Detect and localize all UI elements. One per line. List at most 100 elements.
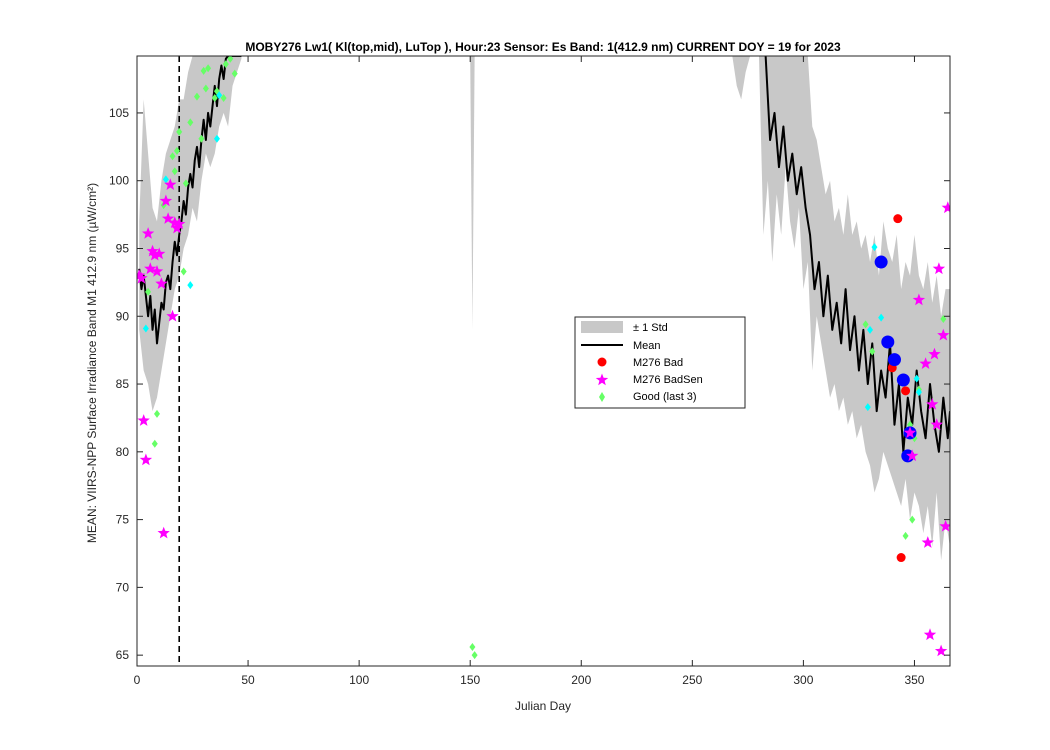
badsen-point [157,526,170,539]
good-point [182,179,189,188]
x-tick-label: 50 [241,673,255,687]
legend-badsen-marker [595,373,609,386]
badsen-point [144,262,157,275]
std-band-segment-2 [732,56,751,100]
cyan-point [162,175,169,184]
good-point [193,92,200,101]
badsen-point [148,248,161,261]
badsen-point [906,449,919,462]
badsen-point [146,244,159,257]
cyan-point [187,281,194,290]
bad-point [901,386,911,396]
cyan-point [915,388,922,397]
y-axis-label: MEAN: VIIRS-NPP Surface Irradiance Band … [85,183,99,543]
y-tick-label: 90 [116,309,130,323]
badsen-point [164,178,177,190]
badsen-point [928,347,941,360]
badsen-point [159,194,173,207]
x-axis-label: Julian Day [515,699,571,713]
badsen-point [939,519,950,532]
x-axis: 0 50 100 150 200 250 300 350 [134,56,925,687]
badsen-point [137,271,148,284]
mean-line-segment-1 [764,56,950,453]
x-tick-label: 250 [682,673,702,687]
good-point [869,347,876,356]
badsen-point [923,628,937,641]
legend-badsen-label: M276 BadSen [633,374,703,386]
blue-point [896,373,910,387]
badsen-point [919,357,932,369]
y-tick-label: 95 [116,241,130,255]
badsen-point [937,328,950,341]
y-tick-label: 65 [116,648,130,662]
legend-mean-label: Mean [633,340,661,352]
legend-bad-label: M276 Bad [633,357,683,369]
plot-frame [136,55,951,667]
y-axis: 65 70 75 80 85 90 95 100 105 [109,106,950,662]
good-point [469,643,476,652]
good-point [211,94,218,103]
badsen-point [153,247,166,260]
good-point [153,409,160,418]
cyan-point [913,374,920,383]
marker-layer [137,56,950,660]
good-point [862,320,869,329]
x-tick-label: 150 [460,673,480,687]
badsen-point [141,227,155,239]
cyan-point [867,325,874,334]
good-point [145,287,152,296]
std-band-segment-0 [139,56,242,412]
mean-line-layer [138,56,950,453]
y-tick-label: 100 [109,174,129,188]
good-point [205,64,212,73]
blue-point [874,255,888,269]
y-tick-label: 105 [109,106,129,120]
good-point [909,515,916,524]
badsen-point [166,309,179,322]
good-point [151,439,158,448]
badsen-point [921,536,934,548]
cyan-point [216,91,223,100]
cyan-point [213,134,220,143]
good-point [231,69,238,78]
badsen-point [161,212,175,224]
x-tick-label: 100 [349,673,369,687]
cyan-point [864,403,871,412]
bad-point [896,553,906,563]
good-point [173,146,180,155]
badsen-point [173,217,186,230]
good-point [187,118,194,127]
bad-point [893,214,903,224]
badsen-point [934,644,948,657]
badsen-point [930,418,943,430]
good-point [198,134,205,143]
good-point [902,531,909,540]
legend-std-label: ± 1 Std [633,322,668,334]
cyan-point [871,243,878,252]
legend: ± 1 Std Mean M276 Bad M276 BadSen Good (… [574,316,746,409]
good-point [169,152,176,161]
y-tick-label: 70 [116,580,130,594]
good-point [220,94,227,103]
badsen-point [137,414,150,426]
blue-point [881,335,895,349]
legend-good-label: Good (last 3) [633,391,697,403]
badsen-point [155,277,168,289]
good-point [222,60,229,69]
chart-title: MOBY276 Lw1( Kl(top,mid), LuTop ), Hour:… [245,40,841,54]
good-point [180,267,187,276]
mean-line-segment-0 [138,56,242,345]
cyan-point [878,313,885,322]
x-tick-label: 350 [904,673,924,687]
badsen-point [926,397,939,410]
badsen-point [941,201,950,214]
y-tick-label: 75 [116,513,130,527]
good-point [171,167,178,176]
cyan-point [142,324,149,333]
good-point [200,66,207,75]
good-point [940,314,947,323]
legend-good-marker [599,392,605,402]
plot-area: 0 50 100 150 200 250 300 350 65 70 75 80 85 90 95 100 1… [109,55,951,687]
badsen-point [139,453,153,466]
